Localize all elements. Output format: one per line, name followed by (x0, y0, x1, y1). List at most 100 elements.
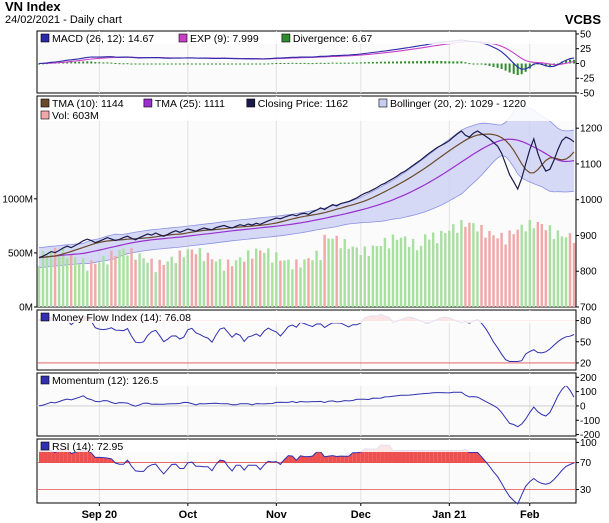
divergence-bar (263, 63, 266, 65)
macd-legend-text: MACD (26, 12): 14.67 (52, 33, 154, 45)
divergence-bar (444, 61, 447, 64)
rsi-overbought-fill (413, 450, 418, 463)
divergence-bar (198, 63, 201, 65)
divergence-bar (335, 62, 338, 64)
rsi-overbought-fill (336, 456, 341, 463)
divergence-bar (500, 63, 503, 69)
divergence-bar (556, 63, 559, 65)
price-legend-text: Bollinger (20, 2): 1029 - 1220 (390, 98, 526, 110)
volume-bar (415, 250, 419, 307)
volume-bar (307, 258, 310, 307)
divergence-bar (74, 61, 77, 64)
volume-bar (110, 250, 113, 307)
tma10-line (38, 133, 575, 259)
rsi-overbought-fill (368, 449, 373, 463)
volume-bar (391, 234, 395, 307)
volume-bar (440, 230, 443, 307)
rsi-overbought-fill (401, 450, 406, 463)
rsi-overbought-fill (445, 450, 450, 463)
divergence-bar (202, 63, 205, 65)
divergence-bar (351, 62, 354, 64)
divergence-bar (114, 63, 117, 64)
mfi-tick-label: 50 (580, 337, 592, 348)
volume-bar (154, 272, 157, 307)
volume-legend-text: Vol: 603M (52, 110, 99, 122)
divergence-bar (239, 63, 242, 65)
x-axis-label: Dec (351, 509, 371, 521)
rsi-overbought-fill (39, 450, 44, 463)
volume-bar (359, 255, 362, 307)
volume-bar (150, 258, 153, 307)
volume-bar (70, 254, 73, 307)
divergence-bar (516, 63, 519, 76)
rsi-overbought-fill (417, 450, 422, 463)
divergence-bar (138, 63, 141, 65)
price-legend-swatch (143, 98, 153, 108)
divergence-bar (448, 61, 451, 64)
mfi-legend-text: Money Flow Index (14): 76.08 (52, 312, 191, 324)
divergence-bar (223, 63, 225, 65)
volume-bar (158, 259, 161, 307)
volume-bar (178, 250, 181, 307)
divergence-bar (291, 62, 294, 64)
mfi-tick-label: 80 (580, 316, 592, 327)
divergence-bar (359, 62, 362, 64)
volume-bar (520, 224, 523, 307)
divergence-bar (86, 61, 89, 64)
volume-bar (419, 245, 423, 307)
price-tick-label: 900 (580, 231, 597, 242)
volume-bar (106, 264, 109, 307)
volume-bar (130, 247, 133, 307)
volume-bar (49, 251, 53, 307)
divergence-bar (416, 61, 419, 64)
rsi-overbought-fill (328, 455, 333, 463)
rsi-overbought-fill (457, 450, 462, 463)
macd-tick-label: -25 (580, 74, 595, 85)
momentum-tick-label: -200 (580, 430, 600, 441)
rsi-tick-label: 30 (580, 485, 592, 496)
divergence-bar (548, 63, 551, 67)
divergence-bar (243, 63, 246, 65)
divergence-bar (251, 63, 254, 65)
divergence-bar (363, 62, 366, 64)
rsi-overbought-fill (344, 456, 349, 463)
divergence-bar (347, 62, 350, 64)
divergence-bar (215, 63, 217, 65)
volume-bar (456, 232, 459, 307)
volume-bar (468, 222, 471, 307)
divergence-bar (323, 62, 326, 64)
divergence-bar (432, 60, 435, 64)
rsi-legend-text: RSI (14): 72.95 (52, 441, 123, 453)
volume-bar (271, 262, 274, 307)
divergence-bar (544, 63, 547, 66)
volume-bar (299, 267, 302, 307)
volume-bar (379, 246, 383, 307)
volume-bar (82, 258, 85, 307)
divergence-bar (142, 63, 145, 65)
divergence-bar (388, 61, 390, 64)
price-legend-swatch (246, 98, 256, 108)
rsi-overbought-fill (405, 450, 410, 463)
volume-bar (182, 257, 185, 307)
divergence-bar (299, 62, 302, 64)
rsi-overbought-fill (425, 450, 430, 463)
volume-bar (351, 246, 354, 307)
momentum-tick-label: 100 (580, 387, 597, 398)
price-legend-bg (38, 97, 575, 121)
price-legend-text: TMA (25): 1111 (155, 98, 225, 110)
divergence-bar (231, 63, 234, 65)
volume-bar (552, 239, 556, 307)
volume-bar (371, 245, 375, 307)
divergence-bar (311, 63, 314, 65)
rsi-overbought-fill (429, 450, 434, 463)
price-tick-label: 1000 (580, 195, 603, 206)
volume-bar (259, 250, 262, 307)
volume-bar (206, 252, 210, 307)
volume-bar (331, 238, 334, 307)
divergence-bar (472, 63, 475, 65)
rsi-overbought-fill (453, 450, 458, 463)
divergence-bar (182, 63, 185, 65)
volume-bar (53, 247, 57, 307)
macd-legend-swatch (40, 33, 50, 43)
